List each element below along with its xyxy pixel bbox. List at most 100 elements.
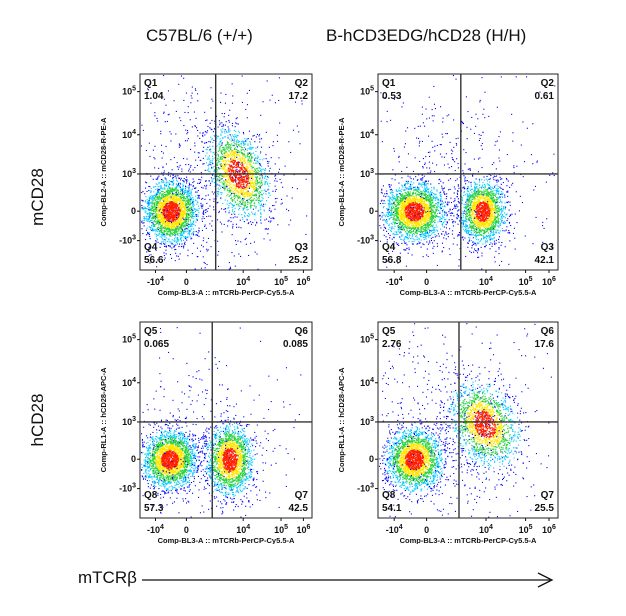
event-dot	[147, 217, 149, 219]
event-dot	[249, 146, 251, 148]
event-dot	[214, 175, 216, 177]
event-dot	[198, 178, 200, 180]
event-dot	[165, 249, 167, 251]
event-dot	[161, 227, 163, 229]
event-dot	[238, 161, 240, 163]
event-dot	[270, 211, 272, 213]
event-dot	[223, 163, 225, 165]
event-dot	[249, 147, 251, 149]
event-dot	[186, 223, 188, 225]
event-dot	[160, 133, 162, 135]
event-dot	[152, 197, 154, 199]
event-dot	[226, 184, 228, 186]
event-dot	[248, 162, 250, 164]
event-dot	[252, 157, 254, 159]
event-dot	[175, 242, 177, 244]
event-dot	[163, 112, 165, 114]
event-dot	[168, 207, 170, 209]
event-dot	[171, 169, 173, 171]
event-dot	[169, 202, 171, 204]
event-dot	[228, 131, 230, 133]
event-dot	[212, 158, 214, 160]
event-dot	[243, 142, 245, 144]
event-dot	[191, 223, 193, 225]
event-dot	[250, 181, 252, 183]
event-dot	[171, 189, 173, 191]
event-dot	[219, 122, 221, 124]
event-dot	[166, 223, 168, 225]
event-dot	[242, 156, 244, 158]
event-dot	[246, 176, 248, 178]
event-dot	[174, 207, 176, 209]
event-dot	[238, 184, 240, 186]
event-dot	[163, 75, 165, 77]
event-dot	[204, 111, 206, 113]
event-dot	[168, 210, 170, 212]
event-dot	[229, 183, 231, 185]
event-dot	[173, 239, 175, 241]
event-dot	[149, 186, 151, 188]
event-dot	[200, 179, 202, 181]
event-dot	[172, 174, 174, 176]
event-dot	[402, 239, 404, 241]
event-dot	[185, 185, 187, 187]
event-dot	[171, 210, 173, 212]
event-dot	[163, 229, 165, 231]
event-dot	[181, 210, 183, 212]
event-dot	[147, 201, 149, 203]
event-dot	[258, 135, 260, 137]
event-dot	[190, 191, 192, 193]
event-dot	[247, 190, 249, 192]
event-dot	[171, 190, 173, 192]
event-dot	[163, 222, 165, 224]
event-dot	[171, 198, 173, 200]
event-dot	[185, 129, 187, 131]
event-dot	[156, 220, 158, 222]
event-dot	[275, 201, 277, 203]
event-dot	[213, 178, 215, 180]
event-dot	[161, 202, 163, 204]
event-dot	[168, 239, 170, 241]
event-dot	[298, 131, 300, 133]
event-dot	[167, 226, 169, 228]
event-dot	[217, 191, 219, 193]
event-dot	[177, 204, 179, 206]
event-dot	[205, 227, 207, 229]
event-dot	[187, 231, 189, 233]
event-dot	[197, 152, 199, 154]
event-dot	[221, 178, 223, 180]
event-dot	[245, 156, 247, 158]
event-dot	[234, 178, 236, 180]
event-dot	[229, 176, 231, 178]
event-dot	[179, 186, 181, 188]
event-dot	[169, 204, 171, 206]
event-dot	[260, 212, 262, 214]
x-tick-label: 0	[184, 277, 189, 287]
event-dot	[257, 170, 259, 172]
event-dot	[231, 83, 233, 85]
event-dot	[175, 226, 177, 228]
event-dot	[251, 138, 253, 140]
event-dot	[173, 245, 175, 247]
event-dot	[245, 168, 247, 170]
event-dot	[141, 192, 143, 194]
event-dot	[188, 192, 190, 194]
event-dot	[153, 203, 155, 205]
event-dot	[156, 193, 158, 195]
event-dot	[217, 157, 219, 159]
event-dot	[172, 191, 174, 193]
event-dot	[158, 216, 160, 218]
event-dot	[241, 203, 243, 205]
event-dot	[181, 215, 183, 217]
event-dot	[172, 218, 174, 220]
event-dot	[186, 209, 188, 211]
event-dot	[272, 190, 274, 192]
event-dot	[280, 182, 282, 184]
event-dot	[201, 229, 203, 231]
event-dot	[190, 148, 192, 150]
event-dot	[163, 226, 165, 228]
event-dot	[172, 242, 174, 244]
event-dot	[233, 141, 235, 143]
event-dot	[233, 153, 235, 155]
event-dot	[224, 182, 226, 184]
